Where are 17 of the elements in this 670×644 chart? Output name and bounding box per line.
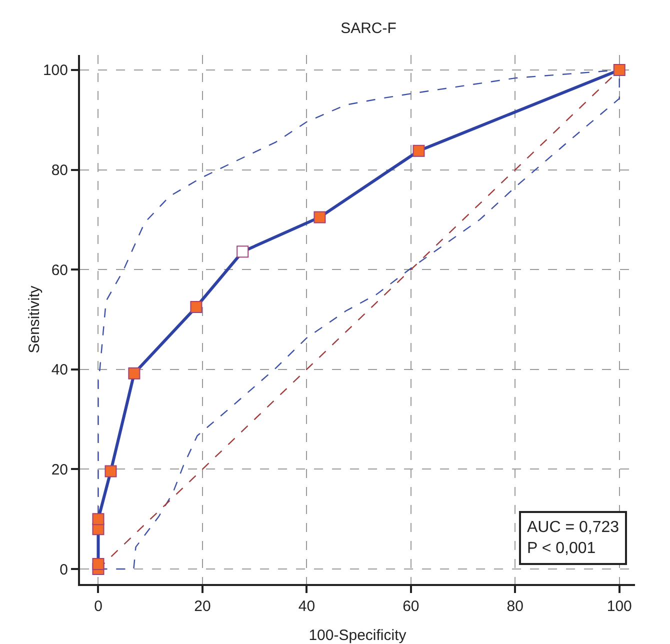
chart-title: SARC-F: [340, 20, 396, 38]
x-axis-title: 100-Specificity: [308, 627, 407, 644]
y-tick-label: 60: [51, 262, 68, 279]
x-tick-label: 100: [606, 598, 632, 615]
y-tick-label: 40: [51, 362, 68, 379]
y-axis-title: Sensitivity: [26, 285, 43, 354]
x-tick-label: 20: [194, 598, 211, 615]
x-tick-label: 40: [298, 598, 316, 615]
x-tick-label: 80: [506, 598, 524, 615]
x-tick-label: 60: [402, 598, 420, 615]
x-tick-label: 0: [94, 598, 102, 615]
annotation: AUC = 0,723: [527, 519, 620, 536]
y-tick-label: 0: [60, 561, 68, 578]
y-tick-label: 100: [42, 62, 68, 80]
annotation: P < 0,001: [527, 540, 596, 557]
y-tick-label: 80: [51, 162, 68, 180]
y-tick-label: 20: [51, 461, 68, 478]
